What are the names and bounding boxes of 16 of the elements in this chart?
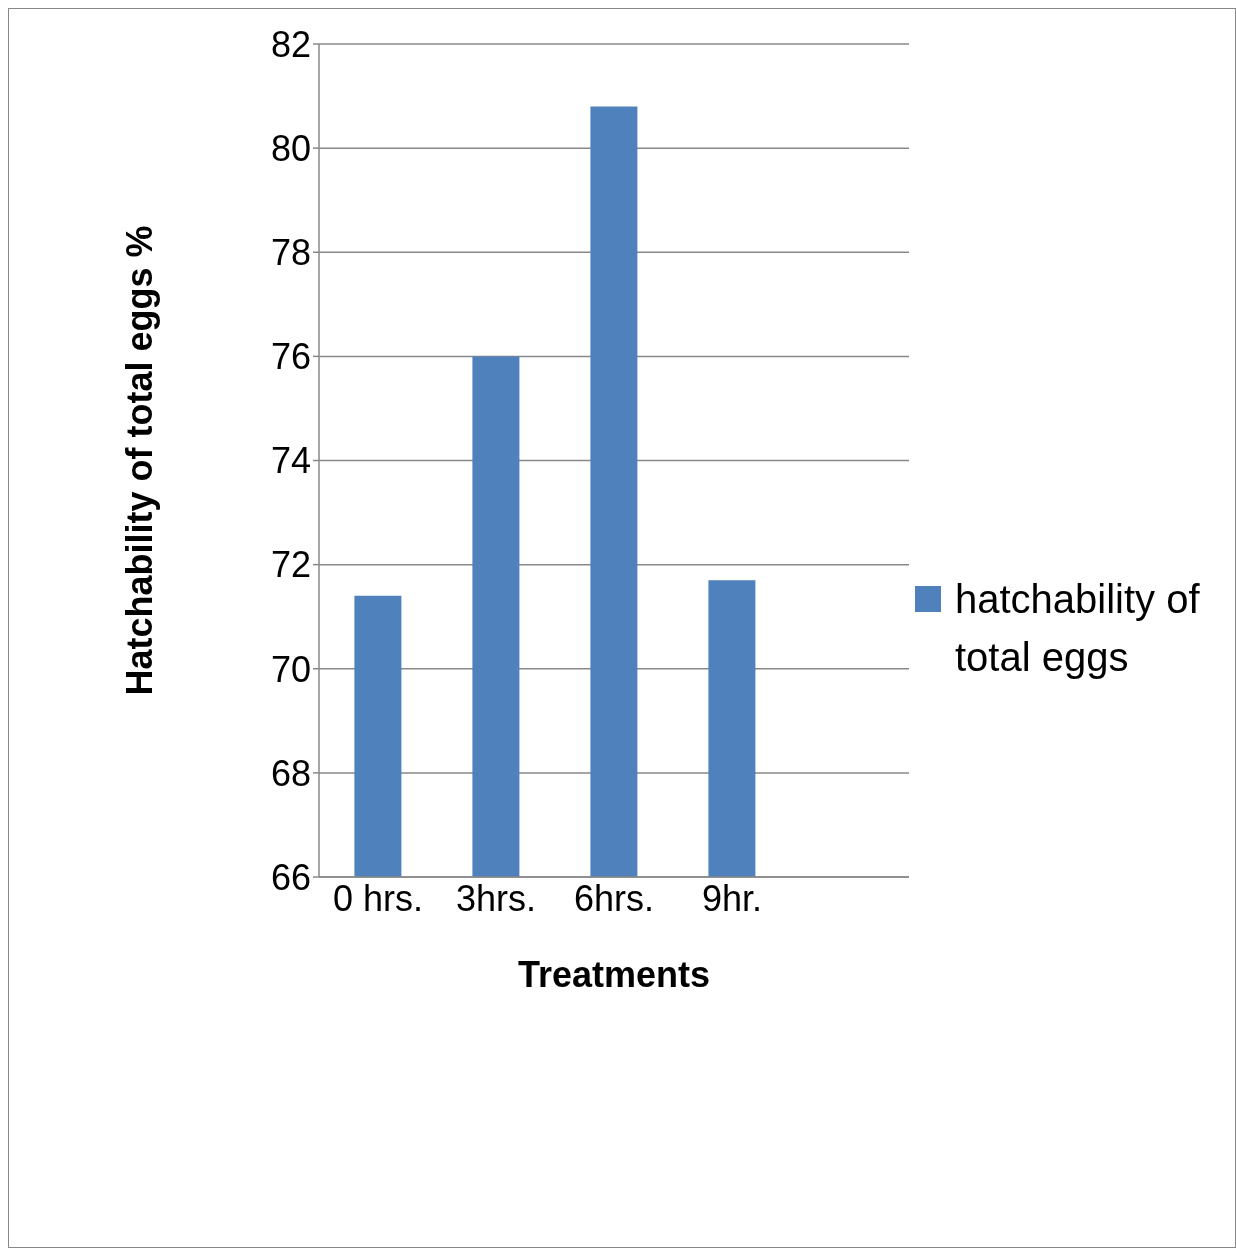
y-tick-label: 70 <box>270 648 311 690</box>
y-tick-label: 72 <box>270 544 311 586</box>
x-axis-title: Treatments <box>517 954 711 995</box>
y-tick-label: 68 <box>270 752 311 794</box>
y-axis-title: Hatchability of total eggs % <box>118 225 160 696</box>
y-tick-label: 66 <box>270 856 311 898</box>
x-tick-label: 3hrs. <box>455 877 537 919</box>
x-tick-label: 6hrs. <box>573 877 655 919</box>
legend-label: hatchability of total eggs <box>955 576 1201 681</box>
y-tick-label: 74 <box>270 440 311 482</box>
y-tick-label: 76 <box>270 336 311 378</box>
x-tick-label: 9hr. <box>701 877 763 919</box>
y-tick-label: 82 <box>270 23 311 65</box>
y-tick-label: 80 <box>270 127 311 169</box>
y-tick-label: 78 <box>270 232 311 274</box>
x-tick-label: 0 hrs. <box>332 877 424 919</box>
